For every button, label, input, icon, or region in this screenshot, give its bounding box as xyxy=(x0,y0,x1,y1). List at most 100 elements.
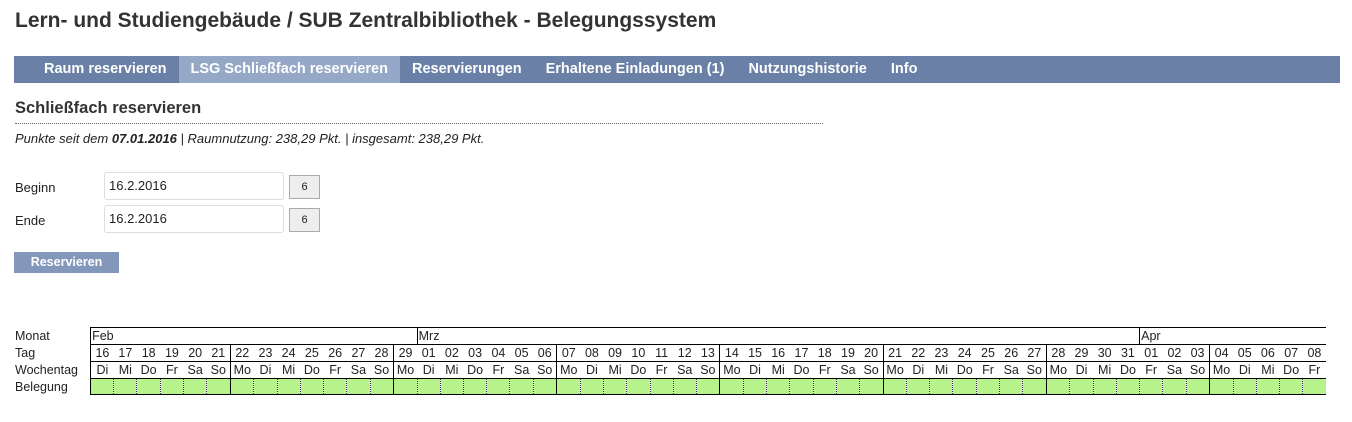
end-input[interactable]: 16.2.2016 xyxy=(104,205,284,233)
day-label: 05 xyxy=(1233,344,1257,362)
occupancy-cell[interactable] xyxy=(556,378,581,395)
occupancy-cell[interactable] xyxy=(509,378,534,395)
day-label: 23 xyxy=(253,344,278,362)
occupancy-cell[interactable] xyxy=(1255,378,1280,395)
occupancy-cell[interactable] xyxy=(602,378,627,395)
occupancy-cell[interactable] xyxy=(346,378,371,395)
occupancy-cell[interactable] xyxy=(999,378,1023,395)
submit-button[interactable]: Reservieren xyxy=(14,252,119,273)
occupancy-cell[interactable] xyxy=(159,378,184,395)
occupancy-cell[interactable] xyxy=(323,378,347,395)
calendar-row: Wochentag Di Mi Do Fr Sa So Mo Di Mi Do Fr Sa So Mo Di M… xyxy=(15,361,1326,379)
day-label: 15 xyxy=(743,344,767,362)
calendar-table: Monat Feb Mrz Apr Tag 16 17 18 19 20 21 22 23 24 25 26 2… xyxy=(15,327,1326,395)
calendar-row: Belegung xyxy=(15,378,1326,395)
occupancy-cell[interactable] xyxy=(229,378,254,395)
occupancy-cell[interactable] xyxy=(1302,378,1326,395)
weekday-label: Mo xyxy=(1209,361,1234,379)
occupancy-cell[interactable] xyxy=(929,378,953,395)
begin-calendar-button[interactable]: 6 xyxy=(289,175,320,199)
end-calendar-button[interactable]: 6 xyxy=(289,208,320,232)
occupancy-cell[interactable] xyxy=(486,378,510,395)
occupancy-cell[interactable] xyxy=(812,378,837,395)
occupancy-cell[interactable] xyxy=(1115,378,1140,395)
occupancy-cell[interactable] xyxy=(626,378,651,395)
occupancy-cell[interactable] xyxy=(649,378,674,395)
day-label: 24 xyxy=(952,344,977,362)
day-label: 03 xyxy=(463,344,487,362)
weekday-label: Di xyxy=(906,361,930,379)
occupancy-cell[interactable] xyxy=(1045,378,1070,395)
occupancy-cell[interactable] xyxy=(136,378,161,395)
occupancy-cell[interactable] xyxy=(206,378,231,395)
occupancy-cell[interactable] xyxy=(369,378,394,395)
day-label: 12 xyxy=(673,344,697,362)
nav-item[interactable]: LSG Schließfach reservieren xyxy=(178,56,400,83)
occupancy-cell[interactable] xyxy=(182,378,207,395)
day-label: 28 xyxy=(1045,344,1070,362)
day-label: 04 xyxy=(486,344,510,362)
nav-item[interactable]: Nutzungshistorie xyxy=(748,61,867,77)
day-label: 09 xyxy=(603,344,627,362)
occupancy-cell[interactable] xyxy=(299,378,324,395)
points-rest: | Raumnutzung: 238,29 Pkt. | insgesamt: … xyxy=(180,131,485,146)
occupancy-cell[interactable] xyxy=(906,378,930,395)
occupancy-cell[interactable] xyxy=(1162,378,1187,395)
day-label: 26 xyxy=(323,344,347,362)
occupancy-cell[interactable] xyxy=(835,378,860,395)
occupancy-cell[interactable] xyxy=(1185,378,1210,395)
occupancy-cell[interactable] xyxy=(882,378,907,395)
occupancy-cell[interactable] xyxy=(90,378,114,395)
nav-item[interactable]: Info xyxy=(890,61,918,77)
day-label: 18 xyxy=(136,344,161,362)
occupancy-cell[interactable] xyxy=(975,378,1000,395)
occupancy-cell[interactable] xyxy=(253,378,278,395)
weekday-label: So xyxy=(206,361,231,379)
occupancy-cell[interactable] xyxy=(1278,378,1303,395)
occupancy-cell[interactable] xyxy=(113,378,137,395)
day-label: 20 xyxy=(859,344,884,362)
occupancy-cell[interactable] xyxy=(1092,378,1117,395)
day-label: 06 xyxy=(533,344,557,362)
occupancy-cell[interactable] xyxy=(416,378,441,395)
occupancy-cell[interactable] xyxy=(1069,378,1094,395)
occupancy-cell[interactable] xyxy=(462,378,487,395)
weekday-label: Mo xyxy=(882,361,907,379)
weekday-label: Fr xyxy=(650,361,674,379)
occupancy-cell[interactable] xyxy=(766,378,790,395)
occupancy-cell[interactable] xyxy=(392,378,418,395)
occupancy-cell[interactable] xyxy=(859,378,884,395)
weekday-label: Do xyxy=(1279,361,1303,379)
weekday-label: Sa xyxy=(346,361,371,379)
weekday-label: Mo xyxy=(556,361,581,379)
occupancy-cell[interactable] xyxy=(276,378,301,395)
day-label: 08 xyxy=(1302,344,1326,362)
day-label: 01 xyxy=(1139,344,1163,362)
nav-item[interactable]: Reservierungen xyxy=(411,61,522,77)
weekday-label: So xyxy=(1022,361,1047,379)
nav-item[interactable]: Raum reservieren xyxy=(44,61,167,77)
occupancy-cell[interactable] xyxy=(672,378,697,395)
occupancy-cell[interactable] xyxy=(1209,378,1234,395)
weekday-label: Di xyxy=(580,361,604,379)
begin-input[interactable]: 16.2.2016 xyxy=(104,172,284,200)
occupancy-cell[interactable] xyxy=(1022,378,1047,395)
nav-item[interactable]: Erhaltene Einladungen (1) xyxy=(545,61,725,77)
occupancy-cell[interactable] xyxy=(719,378,744,395)
occupancy-cell[interactable] xyxy=(439,378,464,395)
day-label: 18 xyxy=(813,344,837,362)
occupancy-cell[interactable] xyxy=(695,378,720,395)
row-label: Wochentag xyxy=(15,363,79,377)
weekday-label: Sa xyxy=(836,361,860,379)
day-label: 20 xyxy=(183,344,207,362)
occupancy-cell[interactable] xyxy=(789,378,814,395)
weekday-label: Mo xyxy=(719,361,744,379)
occupancy-cell[interactable] xyxy=(952,378,977,395)
end-label: Ende xyxy=(15,213,46,228)
occupancy-cell[interactable] xyxy=(532,378,557,395)
occupancy-cell[interactable] xyxy=(742,378,767,395)
occupancy-cell[interactable] xyxy=(1232,378,1257,395)
occupancy-cell[interactable] xyxy=(1139,378,1163,395)
occupancy-cell[interactable] xyxy=(579,378,604,395)
